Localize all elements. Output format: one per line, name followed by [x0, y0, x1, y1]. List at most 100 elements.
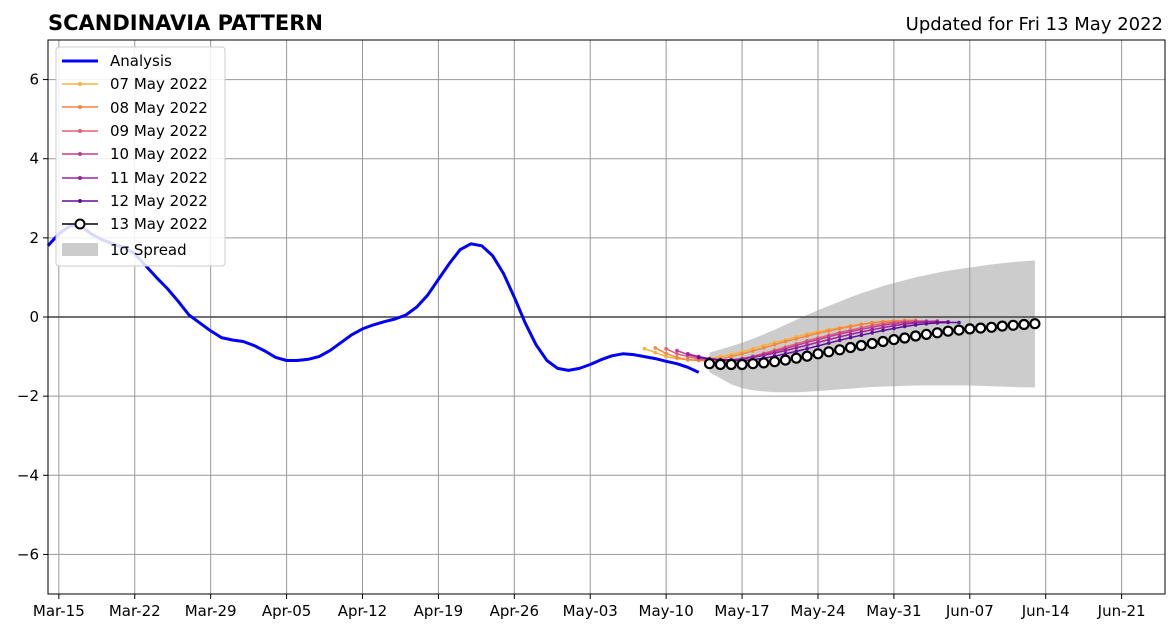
forecast-point — [848, 329, 853, 334]
x-tick-label: May-24 — [790, 602, 845, 620]
latest-forecast-point — [823, 346, 835, 358]
latest-forecast-point — [942, 325, 954, 337]
latest-forecast-point — [909, 330, 922, 342]
forecast-point — [816, 337, 820, 342]
latest-forecast-point — [801, 350, 813, 362]
latest-forecast-point — [866, 337, 878, 350]
x-tick-label: May-17 — [714, 602, 769, 620]
forecast-point — [859, 330, 864, 334]
forecast-point — [664, 346, 668, 351]
forecast-point — [859, 327, 864, 332]
forecast-point — [783, 348, 788, 353]
forecast-point — [859, 333, 864, 338]
legend-label-12-may: 12 May 2022 — [110, 192, 208, 210]
forecast-point — [642, 346, 647, 351]
legend-label-spread: 1σ Spread — [110, 241, 187, 259]
latest-forecast-point — [877, 335, 889, 348]
y-tick-label: 6 — [29, 71, 39, 89]
forecast-point — [902, 324, 907, 329]
y-tick-label: −6 — [17, 545, 39, 563]
grid-layer — [48, 40, 1165, 594]
x-tick-label: Jun-14 — [1021, 602, 1070, 620]
latest-forecast-point — [758, 357, 770, 369]
forecast-point — [892, 323, 896, 328]
forecast-point — [816, 331, 820, 336]
forecast-point — [794, 346, 799, 350]
forecast-point — [827, 329, 831, 333]
analysis-line — [46, 224, 700, 374]
latest-forecast-point — [812, 348, 824, 360]
forecast-point — [827, 341, 831, 345]
forecast-point — [837, 335, 842, 339]
legend-label-08-may: 08 May 2022 — [110, 99, 208, 117]
latest-forecast-point — [974, 322, 987, 334]
forecast-point — [794, 349, 799, 354]
legend-box — [55, 46, 226, 267]
forecast-point — [686, 357, 690, 362]
latest-forecast-point — [953, 324, 965, 336]
forecast-point — [761, 353, 766, 358]
y-tick-label: −4 — [17, 466, 39, 484]
latest-forecast-point — [1007, 319, 1019, 331]
forecast-point — [783, 339, 788, 344]
legend-label-11-may: 11 May 2022 — [110, 169, 208, 187]
legend-marker-10-may — [78, 152, 82, 156]
forecast-point — [729, 354, 733, 359]
legend-label-07-may: 07 May 2022 — [110, 75, 208, 93]
x-tick-label: Mar-29 — [185, 602, 237, 620]
forecast-point — [848, 335, 853, 340]
forecast-point — [664, 351, 668, 356]
latest-forecast-point — [985, 321, 998, 333]
x-tick-label: Mar-22 — [109, 602, 161, 620]
legend-marker-12-may — [78, 199, 82, 203]
latest-forecast-point — [834, 344, 846, 356]
forecast-point — [653, 346, 658, 350]
forecast-point — [881, 328, 885, 333]
x-tick-label: Mar-15 — [33, 602, 85, 620]
x-tick-label: May-03 — [563, 602, 618, 620]
y-tick-label: 4 — [29, 150, 39, 168]
forecast-point — [848, 332, 853, 337]
forecast-point — [761, 346, 766, 350]
latest-forecast-point — [899, 332, 911, 344]
latest-forecast-point — [714, 358, 727, 371]
forecast-point — [675, 355, 679, 360]
x-tick-label: Apr-05 — [262, 602, 312, 620]
forecast-point — [892, 326, 896, 331]
legend-marker-09-may — [78, 129, 82, 133]
forecast-point — [805, 346, 809, 351]
updated-label: Updated for Fri 13 May 2022 — [906, 14, 1163, 35]
forecast-point — [675, 352, 679, 356]
legend-label-10-may: 10 May 2022 — [110, 145, 208, 163]
x-tick-label: May-10 — [639, 602, 694, 620]
x-tick-label: Apr-19 — [414, 602, 464, 620]
plot-area — [46, 39, 1166, 595]
legend-marker-07-may — [78, 82, 82, 86]
y-tick-label: 2 — [29, 229, 39, 247]
latest-forecast-point — [725, 358, 737, 371]
forecast-point — [827, 335, 831, 339]
series-layer — [46, 224, 1041, 374]
latest-forecast-point — [931, 327, 943, 339]
latest-forecast-point — [1029, 318, 1041, 330]
forecast-point — [827, 337, 831, 342]
legend-label-13-may: 13 May 2022 — [110, 215, 208, 233]
latest-forecast-point — [964, 323, 976, 335]
forecast-point — [740, 352, 744, 356]
forecast-point — [870, 331, 874, 335]
latest-forecast-point — [736, 358, 748, 371]
forecast-point — [696, 355, 701, 360]
forecast-point — [870, 327, 874, 332]
forecast-point — [653, 350, 658, 355]
forecast-point — [686, 352, 690, 356]
legend-marker-13-may — [74, 218, 86, 230]
x-tick-label: Jun-07 — [945, 602, 994, 620]
forecast-point — [675, 348, 679, 353]
forecast-point — [859, 322, 864, 327]
latest-forecast-point — [768, 356, 781, 368]
forecast-point — [837, 338, 842, 343]
latest-forecast-point — [920, 328, 933, 340]
forecast-point — [881, 325, 885, 330]
latest-forecast-point — [790, 352, 802, 364]
